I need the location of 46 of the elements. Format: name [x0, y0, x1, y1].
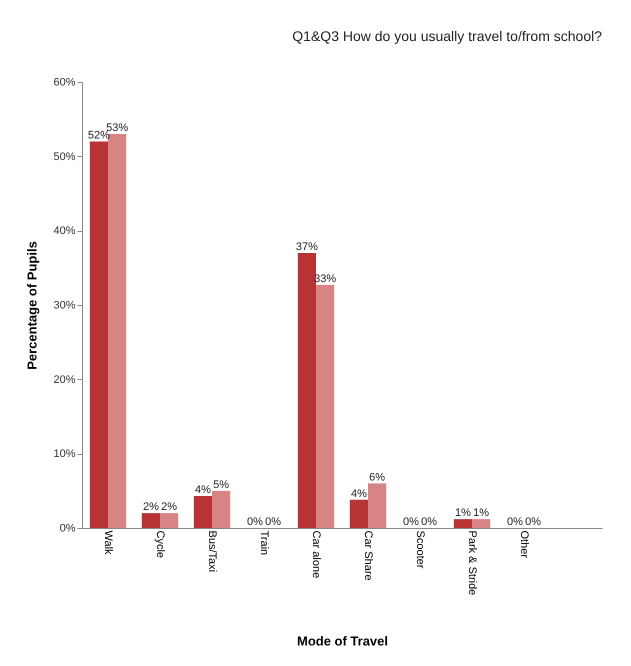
x-tick-label: Park & Stride: [466, 530, 478, 596]
x-tick-label: Car Share: [362, 530, 374, 581]
y-tick-label: 0%: [60, 522, 76, 534]
x-tick-label: Walk: [102, 530, 114, 556]
x-tick-label: Other: [518, 530, 530, 558]
x-tick-label: Bus/Taxi: [206, 530, 218, 572]
y-tick-label: 50%: [53, 150, 76, 163]
data-label: 0%: [265, 516, 282, 528]
y-tick-label: 10%: [53, 448, 76, 460]
y-tick-label: 30%: [53, 300, 76, 312]
chart-title: Q1&Q3 How do you usually travel to/from school?: [292, 28, 602, 44]
y-tick-label: 60%: [53, 76, 76, 88]
x-tick-label: Cycle: [154, 530, 166, 558]
x-tick-label: Scooter: [414, 530, 426, 569]
data-label: 4%: [350, 488, 368, 500]
bar: [298, 252, 316, 528]
data-label: 2%: [142, 501, 160, 514]
data-label: 0%: [246, 516, 264, 528]
data-label: 4%: [194, 484, 212, 496]
y-tick-label: 40%: [53, 225, 76, 238]
bar: [142, 513, 160, 528]
data-label: 0%: [506, 516, 524, 528]
bar: [368, 483, 386, 528]
data-label: 2%: [161, 501, 178, 514]
data-label: 5%: [213, 478, 230, 491]
bar: [212, 490, 230, 528]
y-tick-label: 20%: [53, 374, 76, 386]
bar: [108, 134, 126, 528]
bar: [472, 519, 490, 528]
data-label: 0%: [402, 516, 420, 528]
bar: [454, 519, 472, 528]
bar: [350, 500, 368, 528]
bar: [160, 513, 178, 528]
bar: [316, 284, 334, 528]
data-label: 1%: [454, 507, 472, 520]
data-label: 0%: [421, 516, 438, 528]
data-label: 0%: [525, 516, 542, 528]
x-tick-label: Car alone: [310, 530, 322, 578]
bar: [194, 496, 212, 528]
data-label: 6%: [369, 471, 386, 484]
y-axis-title: Percentage of Pupils: [24, 241, 40, 370]
data-label: 37%: [296, 240, 318, 253]
bar: [90, 141, 108, 528]
data-label: 1%: [473, 507, 490, 520]
x-tick-label: Train: [258, 530, 270, 556]
x-axis-title: Mode of Travel: [296, 633, 388, 648]
